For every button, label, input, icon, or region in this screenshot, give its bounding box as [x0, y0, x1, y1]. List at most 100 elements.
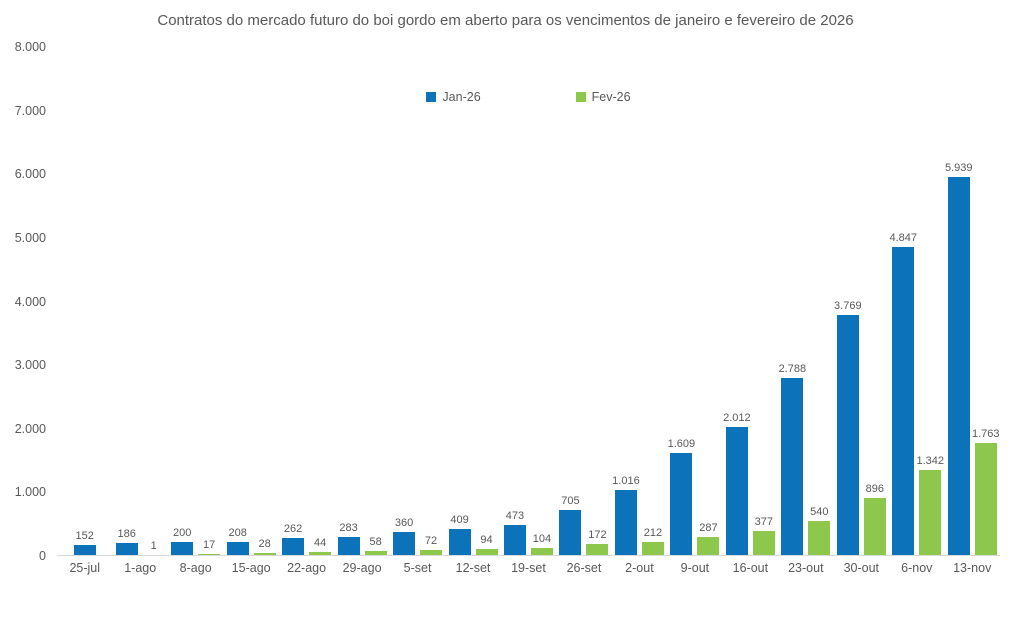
bar-fill [725, 427, 748, 555]
x-axis-label-12-set: 12-set [455, 561, 491, 575]
x-axis-label-26-set: 26-set [566, 561, 602, 575]
bar-fill [697, 536, 720, 555]
bar-fev-26-2-out: 212 [641, 527, 664, 555]
bar-group-22-ago: 262 44 [279, 47, 334, 555]
bar-value-label: 2.012 [723, 412, 751, 424]
y-axis: 8.000 7.000 6.000 5.000 4.000 3.000 2.000 1.000… [0, 40, 46, 563]
x-axis-label-23-out: 23-out [788, 561, 824, 575]
x-axis-label-9-out: 9-out [680, 561, 710, 575]
chart-title: Contratos do mercado futuro do boi gordo… [157, 12, 854, 29]
bar-value-label: 5.939 [944, 162, 973, 175]
bar-fill [309, 552, 332, 555]
bar-value-label: 540 [810, 505, 829, 518]
bar-fev-26-13-nov: 1.763 [972, 428, 1000, 555]
bar-jan-26-16-out: 2.012 [723, 412, 751, 555]
bar-fill [282, 538, 305, 555]
y-axis-tick: 3.000 [14, 358, 46, 373]
bar-value-label: 262 [283, 523, 303, 536]
bar-jan-26-6-nov: 4.847 [890, 232, 917, 555]
bar-groups: 152 186 1 200 17 208 28 262 44 283 58 360 72 409 94 473… [57, 47, 1000, 555]
bar-group-19-set: 473 104 [501, 47, 556, 555]
x-axis-label-6-nov: 6-nov [901, 561, 933, 575]
bar-fev-26-26-set: 172 [586, 529, 609, 555]
bar-fev-26-12-set: 94 [475, 534, 498, 555]
bar-value-label: 208 [228, 526, 247, 539]
bar-value-label: 2.788 [778, 362, 807, 375]
bar-fill [448, 528, 471, 555]
bar-group-29-ago: 283 58 [334, 47, 389, 555]
x-axis-label-5-set: 5-set [403, 561, 432, 575]
bar-fill [226, 541, 249, 555]
bar-value-label: 1 [150, 539, 157, 552]
bar-value-label: 94 [480, 534, 493, 547]
bar-fill [73, 545, 96, 555]
bar-fill [115, 543, 138, 555]
bar-fill [836, 315, 859, 555]
y-axis-tick: 5.000 [14, 230, 46, 245]
bar-group-5-set: 360 72 [390, 47, 445, 555]
bar-group-23-out: 2.788 540 [778, 47, 833, 555]
x-axis-label-2-out: 2-out [625, 561, 654, 575]
bar-group-8-ago: 200 17 [168, 47, 223, 555]
x-axis-label-19-set: 19-set [511, 561, 546, 575]
bar-value-label: 409 [450, 513, 469, 526]
y-axis-tick: 6.000 [14, 167, 46, 182]
bar-group-12-set: 409 94 [445, 47, 500, 555]
bar-jan-26-30-out: 3.769 [834, 300, 862, 555]
bar-value-label: 705 [561, 495, 580, 508]
bar-value-label: 377 [754, 516, 774, 529]
bar-fev-26-23-out: 540 [808, 506, 831, 555]
bar-value-label: 283 [339, 522, 358, 534]
bar-fill [198, 553, 221, 555]
y-axis-tick: 8.000 [14, 40, 46, 54]
bar-value-label: 152 [75, 530, 94, 543]
bar-group-13-nov: 5.939 1.763 [945, 47, 1000, 555]
bar-value-label: 360 [394, 517, 414, 530]
bar-value-label: 4.847 [889, 231, 918, 244]
bar-jan-26-12-set: 409 [448, 514, 471, 555]
plot-area: 152 186 1 200 17 208 28 262 44 283 58 360 72 409 94 473… [57, 47, 1000, 556]
bar-value-label: 1.609 [667, 437, 696, 450]
x-axis-label-13-nov: 13-nov [953, 561, 992, 575]
x-axis-label-29-ago: 29-ago [342, 561, 382, 575]
bar-fill [670, 452, 693, 555]
bar-fev-26-16-out: 377 [752, 516, 775, 555]
legend-swatch-icon [426, 92, 437, 102]
bar-value-label: 3.769 [834, 300, 862, 313]
bar-value-label: 200 [172, 527, 192, 540]
bar-value-label: 172 [588, 529, 607, 542]
y-axis-tick: 0 [39, 549, 46, 563]
bar-value-label: 186 [117, 528, 136, 541]
bar-value-label: 17 [203, 538, 216, 551]
y-axis-tick: 2.000 [14, 421, 46, 436]
bar-fill [808, 520, 831, 555]
bar-value-label: 896 [865, 483, 884, 495]
bar-fev-26-5-set: 72 [420, 535, 443, 555]
bar-fill [393, 532, 416, 555]
legend-item-jan-26: Jan-26 [426, 90, 481, 104]
bar-value-label: 1.342 [916, 454, 945, 467]
chart-legend: Jan-26 Fev-26 [57, 90, 1000, 104]
x-axis-label-8-ago: 8-ago [179, 561, 212, 575]
bar-value-label: 44 [313, 537, 327, 550]
bar-value-label: 104 [532, 533, 552, 546]
bar-fill [364, 551, 387, 555]
bar-fill [974, 442, 997, 555]
bar-jan-26-22-ago: 262 [282, 523, 305, 555]
bar-fev-26-19-set: 104 [530, 533, 553, 555]
bar-jan-26-13-nov: 5.939 [945, 162, 973, 555]
bar-fill [614, 490, 637, 555]
bar-jan-26-9-out: 1.609 [668, 438, 695, 555]
bar-jan-26-26-set: 705 [559, 495, 582, 555]
bar-value-label: 72 [424, 535, 438, 548]
bar-jan-26-15-ago: 208 [226, 527, 249, 555]
y-axis-tick: 7.000 [14, 103, 46, 118]
bar-fill [559, 510, 582, 555]
bar-fev-26-22-ago: 44 [309, 537, 332, 555]
bar-value-label: 473 [505, 509, 525, 522]
bar-fill [781, 377, 804, 555]
bar-fev-26-8-ago: 17 [198, 539, 221, 555]
bar-group-26-set: 705 172 [556, 47, 611, 555]
bar-fill [947, 177, 970, 555]
bar-value-label: 287 [699, 521, 718, 534]
